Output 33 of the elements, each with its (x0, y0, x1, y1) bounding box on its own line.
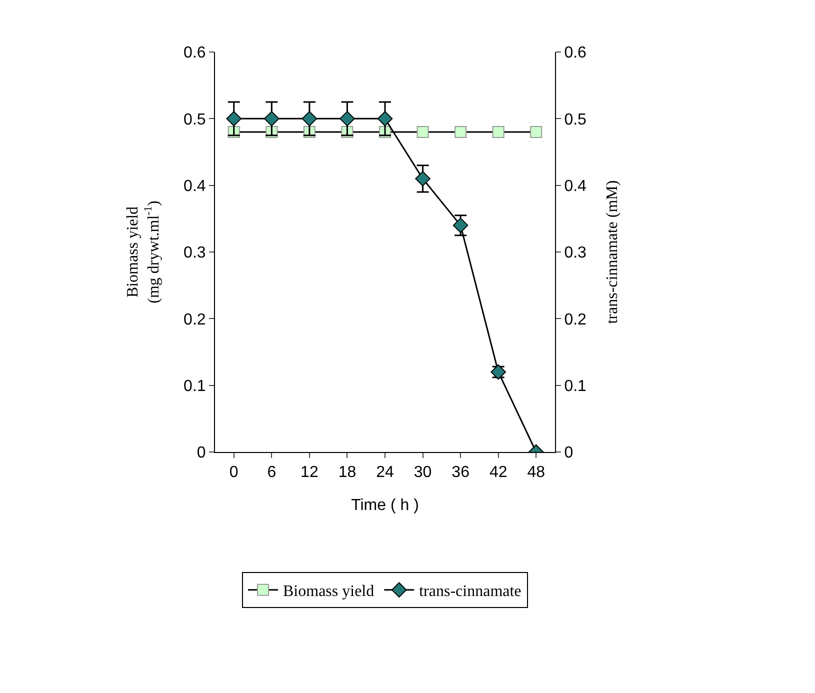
y2-tick-label: 0 (564, 444, 574, 462)
y-tick-label: 0 (196, 444, 206, 462)
point (340, 111, 355, 126)
x-tick-label: 48 (527, 464, 546, 482)
y2-tick-label: 0.1 (564, 378, 587, 395)
y-tick-label: 0.3 (184, 244, 206, 262)
y-tick-label: 0.6 (184, 44, 206, 62)
x-tick-label: 0 (229, 464, 238, 482)
y-tick-label: 0.2 (184, 311, 206, 328)
y2-tick-label: 0.5 (564, 111, 587, 128)
y-tick-label: 0.5 (184, 111, 206, 128)
y2-axis-title: trans-cinnamate (mM) (604, 180, 622, 324)
legend-label: trans-cinnamate (419, 583, 522, 600)
point (226, 111, 242, 126)
point (264, 111, 280, 126)
x-tick-label: 6 (267, 464, 276, 482)
y2-tick-label: 0.3 (564, 244, 587, 262)
x-tick-label: 24 (376, 464, 394, 482)
point (377, 111, 393, 126)
x-axis-title: Time ( h ) (351, 497, 419, 514)
y-tick-label: 0.4 (184, 178, 206, 195)
y-tick-label: 0.1 (184, 378, 206, 395)
point (302, 111, 318, 126)
y2-tick-label: 0.6 (564, 44, 587, 62)
x-tick-label: 30 (414, 464, 432, 482)
y2-tick-label: 0.2 (564, 311, 587, 328)
point (415, 171, 430, 186)
x-tick-label: 12 (300, 464, 318, 482)
x-tick-label: 36 (452, 464, 470, 482)
x-tick-label: 42 (489, 464, 508, 482)
legend-label: Biomass yield (283, 583, 374, 600)
y2-tick-label: 0.4 (564, 178, 587, 195)
x-tick-label: 18 (338, 464, 356, 482)
